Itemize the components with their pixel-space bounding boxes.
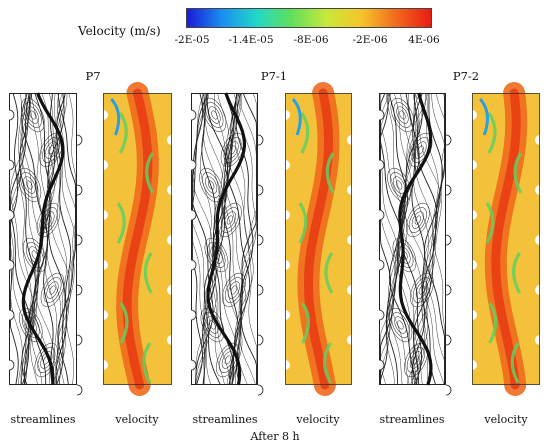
group-title-p7-2: P7-2 [452, 69, 480, 83]
colorbar-tick-label: -8E-06 [293, 34, 329, 46]
colorbar-tick-label: -1.4E-05 [228, 34, 274, 46]
caption-streamlines-p7-1: streamlines [192, 413, 258, 426]
velocity-colorbar [186, 8, 432, 28]
streamlines-panel-p7-2 [378, 92, 452, 396]
legend-title: Velocity (m/s) [78, 24, 161, 38]
colorbar-tick-label: -2E-06 [352, 34, 388, 46]
caption-velocity-p7: velocity [115, 413, 159, 426]
caption-velocity-p7-2: velocity [484, 413, 528, 426]
group-title-p7-1: P7-1 [260, 69, 288, 83]
streamlines-panel-p7 [8, 92, 83, 396]
group-title-p7: P7 [85, 69, 101, 83]
streamlines-panel-p7-1 [190, 92, 264, 396]
caption-velocity-p7-1: velocity [296, 413, 340, 426]
colorbar-tick-label: -2E-05 [174, 34, 210, 46]
caption-streamlines-p7-2: streamlines [379, 413, 445, 426]
velocity-panel-p7-2 [467, 82, 545, 396]
velocity-panel-p7 [98, 82, 177, 396]
caption-streamlines-p7: streamlines [10, 413, 76, 426]
footer-time-label: After 8 h [250, 430, 300, 443]
colorbar-tick-label: 4E-06 [408, 34, 440, 46]
velocity-panel-p7-1 [280, 82, 357, 396]
